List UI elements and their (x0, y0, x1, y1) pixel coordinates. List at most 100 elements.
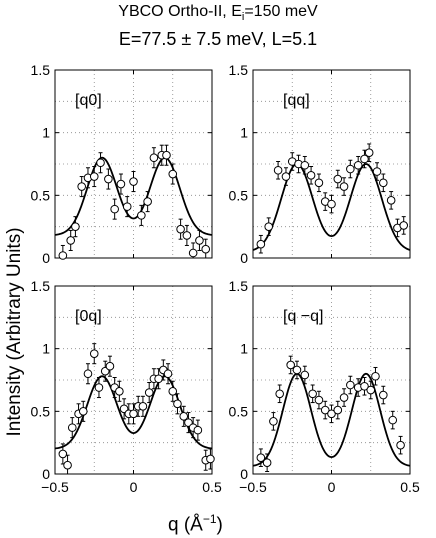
panel-annotation: [qq] (283, 92, 310, 109)
data-point (94, 383, 104, 392)
data-point (379, 390, 388, 400)
data-point (154, 374, 163, 384)
data-point (300, 160, 310, 170)
y-tick-label: 1 (42, 125, 50, 141)
data-point (188, 248, 198, 258)
data-point (275, 389, 284, 399)
panel-annotation: [q −q] (283, 308, 323, 325)
data-point (346, 164, 355, 174)
data-point (193, 425, 203, 435)
data-point (89, 349, 99, 358)
data-point (399, 221, 409, 230)
y-tick-label: 1 (42, 341, 50, 357)
y-tick-label: 0.5 (31, 187, 51, 203)
data-point (149, 153, 159, 163)
data-point (379, 178, 388, 188)
chart-title-prefix: YBCO Ortho-II, E (118, 3, 242, 20)
x-axis-label: q (Å−1) (168, 512, 223, 536)
chart-title-line2: E=77.5 ± 7.5 meV, L=5.1 (118, 29, 318, 49)
data-point (333, 405, 343, 415)
data-point (138, 402, 148, 411)
data-point (104, 174, 113, 184)
data-point (58, 251, 68, 260)
data-point (116, 179, 126, 189)
panel-annotation: [q0] (75, 92, 102, 109)
data-point (77, 182, 86, 191)
data-point (346, 380, 355, 390)
data-point (206, 454, 215, 464)
x-tick-label: 0.5 (400, 479, 420, 495)
y-tick-label: 0.5 (229, 403, 249, 419)
data-point (173, 399, 182, 409)
data-point (360, 154, 369, 164)
data-point (256, 239, 266, 249)
data-point (264, 222, 274, 231)
data-point (320, 405, 330, 415)
data-point (333, 174, 343, 184)
data-point (314, 178, 324, 188)
data-point (388, 415, 398, 425)
data-point (58, 449, 68, 459)
fit-curve (252, 372, 411, 467)
data-point (137, 211, 146, 220)
data-point (306, 170, 316, 180)
data-point (281, 172, 291, 181)
chart-title-suffix: =150 meV (244, 3, 318, 20)
data-point (143, 197, 152, 206)
panel-top-right: 0 0.5 1 1.5 [qq] (229, 62, 411, 266)
y-tick-label: 1 (240, 341, 248, 357)
y-tick-label: 0.5 (229, 187, 249, 203)
data-point (339, 393, 349, 402)
data-point (71, 222, 80, 231)
chart-title-line1: YBCO Ortho-II, Ei=150 meV (0, 3, 436, 23)
data-point (314, 395, 324, 405)
y-tick-label: 1.5 (229, 62, 249, 78)
data-point (308, 389, 317, 399)
panel-annotation: [0q] (75, 308, 102, 325)
data-point (78, 407, 88, 416)
data-point (176, 224, 185, 234)
y-tick-label: 0.5 (31, 403, 51, 419)
y-tick-label: 0 (42, 466, 50, 482)
y-tick-label: 0 (240, 466, 248, 482)
data-point (396, 440, 405, 450)
data-point (115, 386, 124, 396)
data-point (360, 381, 369, 391)
x-tick-label: −0.5 (41, 479, 69, 495)
x-axis-label-sup: −1 (202, 512, 217, 526)
x-tick-label: 0.5 (202, 479, 222, 495)
data-point (122, 202, 132, 211)
y-tick-label: 0 (240, 250, 248, 266)
data-point (168, 386, 178, 396)
data-point (195, 236, 204, 245)
data-point (89, 172, 99, 181)
data-point (292, 365, 302, 375)
data-point (168, 169, 178, 179)
data-point (353, 160, 363, 170)
data-point (386, 196, 396, 205)
data-point (162, 150, 171, 160)
data-point (129, 409, 138, 419)
y-tick-label: 0 (42, 250, 50, 266)
data-point (300, 370, 310, 380)
y-tick-label: 1 (240, 125, 248, 141)
data-point (105, 361, 115, 371)
data-point (371, 371, 380, 381)
data-point (201, 244, 211, 254)
data-point (273, 165, 283, 175)
chart-title-subscript: i (241, 11, 245, 24)
data-point (110, 204, 119, 214)
data-point (366, 385, 376, 395)
data-point (129, 177, 138, 186)
data-point (144, 388, 154, 397)
data-point (67, 423, 77, 432)
data-point (262, 458, 272, 468)
data-point (182, 231, 192, 240)
data-point (163, 369, 173, 379)
data-point (179, 412, 189, 421)
x-tick-label: 0 (328, 479, 336, 495)
x-axis-label-prefix: q (Å (168, 514, 203, 536)
data-point (327, 409, 336, 419)
panel-top-left: 0 0.5 1 1.5 [q0] (31, 62, 213, 266)
